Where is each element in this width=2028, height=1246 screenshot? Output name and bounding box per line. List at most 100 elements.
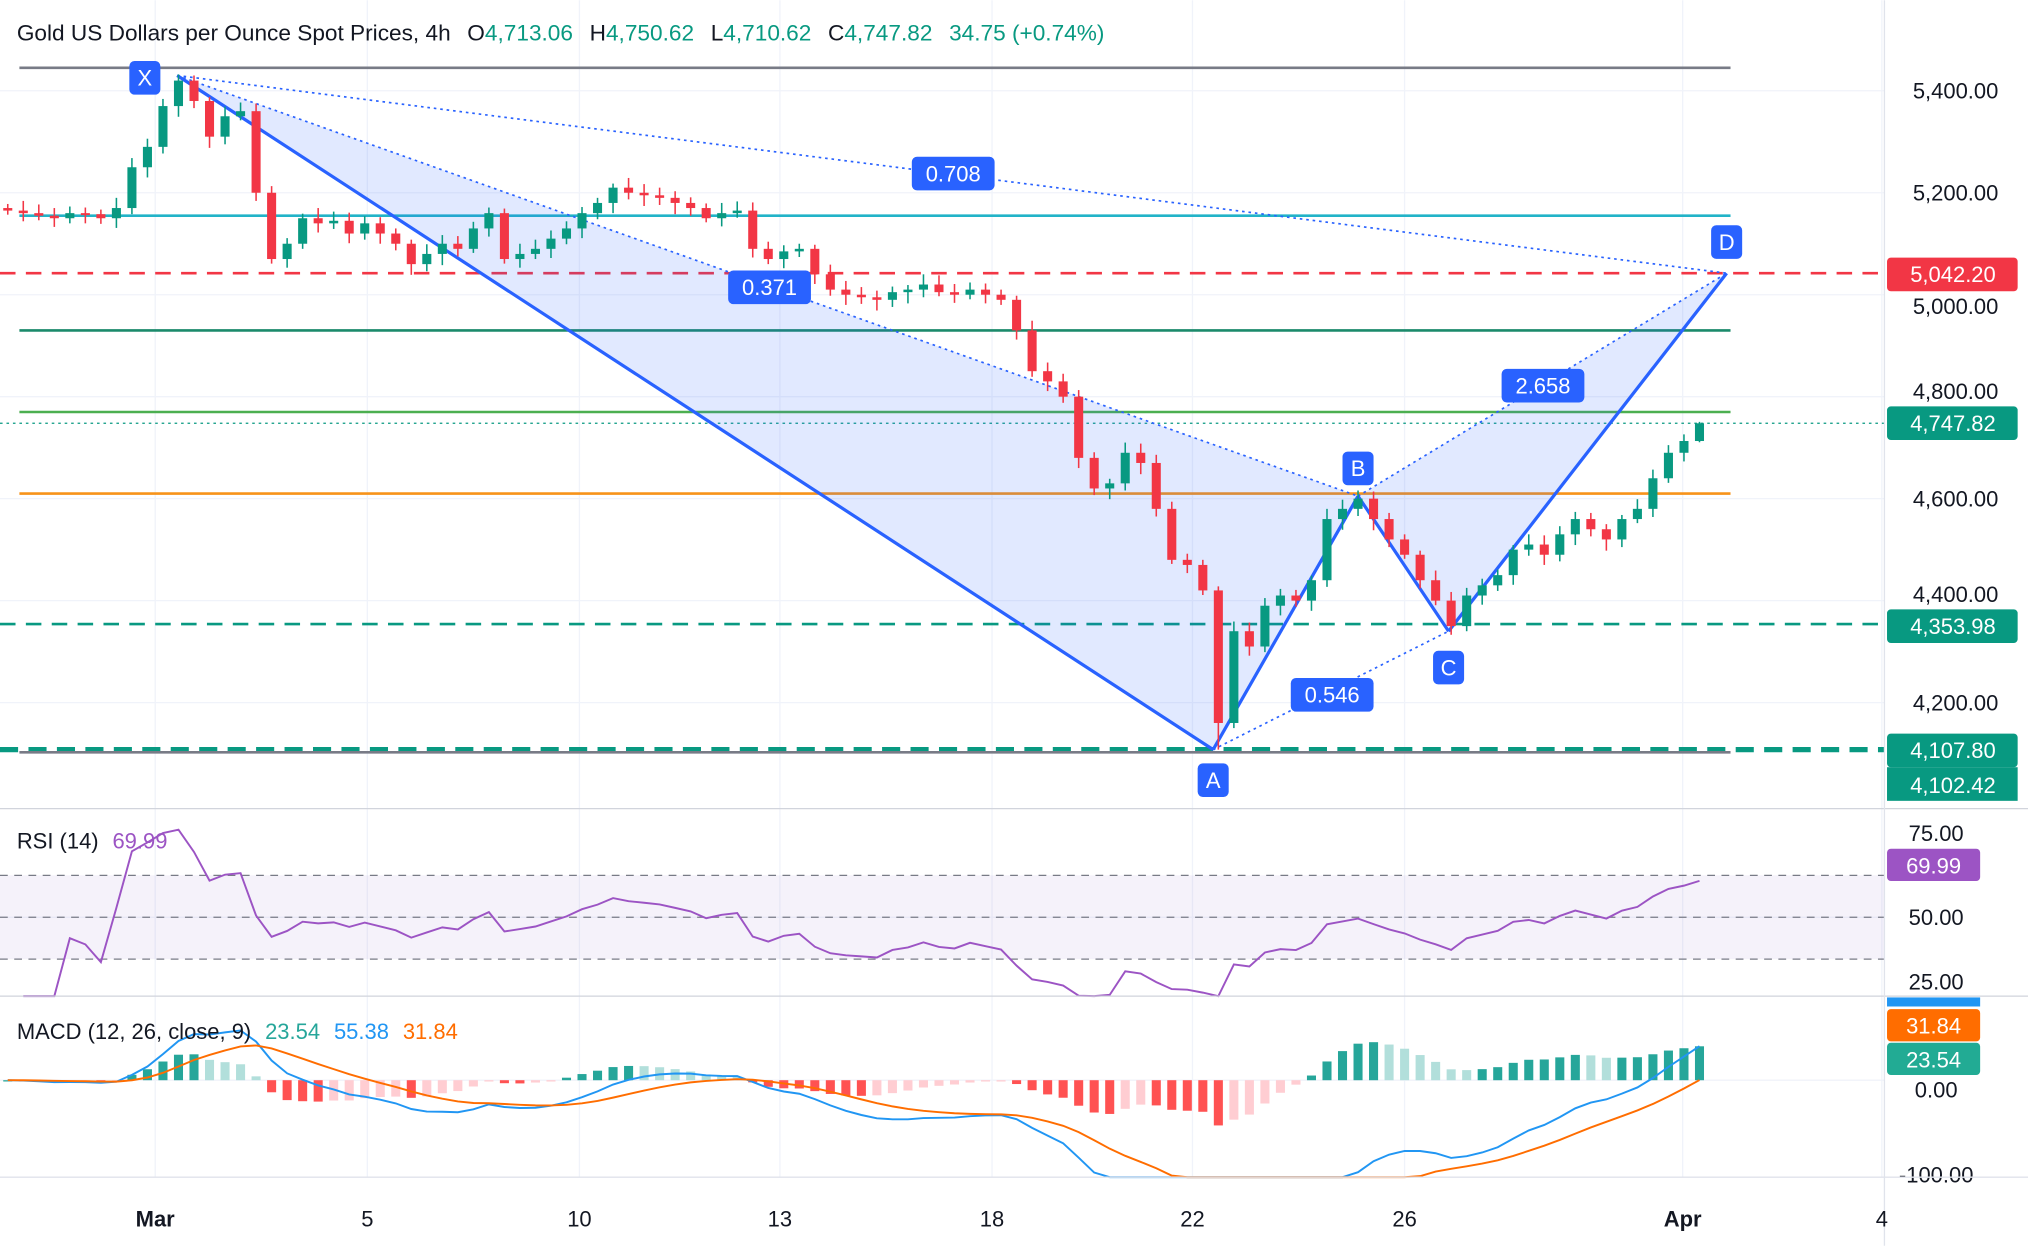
candle-body [1027, 330, 1037, 372]
candle-body [375, 223, 385, 234]
macd-histogram-bar [313, 1080, 323, 1102]
pattern-fill-bcd [1358, 273, 1727, 632]
horizontal-levels [0, 66, 1885, 754]
time-tick-label: 22 [1180, 1206, 1204, 1231]
time-tick-label: 18 [980, 1206, 1004, 1231]
macd-histogram-bar [1648, 1054, 1658, 1081]
macd-histogram-bar [142, 1069, 152, 1081]
candle-body [577, 213, 587, 229]
macd-histogram-bar [1508, 1062, 1518, 1081]
candle-body [1275, 595, 1285, 606]
macd-histogram-bar [267, 1080, 277, 1093]
macd-histogram-bar [1663, 1050, 1673, 1081]
macd-histogram-bar [593, 1070, 603, 1081]
candle-body [530, 248, 540, 254]
candle-body [484, 213, 494, 229]
candle-body [639, 192, 649, 196]
macd-histogram-bar [344, 1080, 354, 1101]
candle-body [1260, 605, 1270, 647]
candles [3, 74, 1705, 750]
macd-signal-tag: 31.84 [1906, 1014, 1961, 1039]
macd-histogram-bar [499, 1080, 509, 1084]
rsi-panel [0, 828, 1885, 998]
candle-body [1089, 457, 1099, 489]
macd-histogram-bar [1260, 1080, 1270, 1104]
macd-histogram-bar [608, 1067, 618, 1081]
candle-body [1105, 483, 1115, 489]
price-tag: 4,102.42 [1910, 773, 1996, 798]
pattern-leg-CD [1447, 272, 1728, 633]
macd-panel [3, 1029, 1705, 1179]
candle-body [1136, 452, 1146, 463]
macd-histogram-bar [1229, 1080, 1239, 1120]
macd-histogram-bar [437, 1080, 447, 1094]
candle-body [173, 80, 184, 107]
candle-body [546, 238, 556, 249]
price-tick-label: 4,200.00 [1913, 690, 1999, 715]
macd-histogram-bar [965, 1080, 975, 1083]
macd-legend: MACD (12, 26, close, 9) 23.54 55.38 31.8… [17, 1019, 458, 1044]
macd-histogram-bar [810, 1080, 820, 1092]
open-value: 4,713.06 [485, 20, 573, 45]
macd-histogram-bar [1244, 1080, 1254, 1115]
macd-histogram-bar [996, 1080, 1006, 1082]
candle-body [96, 214, 106, 219]
candle-body [732, 210, 742, 214]
macd-hist-value: 23.54 [265, 1019, 320, 1044]
macd-histogram-bar [1431, 1061, 1441, 1081]
macd-histogram-bar [1539, 1059, 1549, 1081]
candle-body [794, 248, 804, 252]
macd-histogram-bar [1198, 1080, 1208, 1112]
candle-body [624, 187, 634, 193]
candle-body [561, 228, 572, 239]
candle-body [406, 243, 416, 265]
macd-line-value: 55.38 [334, 1019, 389, 1044]
candle-body [1663, 452, 1673, 479]
candle-body [1074, 396, 1084, 458]
candle-body [1384, 519, 1394, 540]
macd-histogram-bar [220, 1062, 230, 1081]
candle-body [251, 111, 261, 193]
macd-histogram-bar [1167, 1080, 1177, 1110]
candle-body [1694, 423, 1705, 442]
macd-histogram-bar [282, 1080, 292, 1101]
macd-histogram-bar [701, 1074, 711, 1081]
macd-histogram-bar [406, 1080, 416, 1098]
price-tick-label: 4,400.00 [1913, 582, 1999, 607]
rsi-tick-label: 25.00 [1909, 970, 1964, 995]
candle-body [763, 248, 773, 260]
macd-histogram-bar [639, 1066, 649, 1081]
candle-body [1570, 519, 1580, 535]
symbol-title: Gold US Dollars per Ounce Spot Prices, 4… [17, 20, 451, 45]
macd-histogram-bar [1586, 1055, 1596, 1081]
macd-histogram-bar [577, 1074, 587, 1081]
candle-body [841, 289, 851, 295]
candle-body [220, 116, 230, 137]
macd-histogram-bar [251, 1076, 261, 1081]
candle-body [80, 213, 90, 216]
macd-histogram-bar [1694, 1046, 1705, 1081]
macd-histogram-bar [1415, 1055, 1425, 1081]
candle-body [1493, 575, 1503, 586]
macd-histogram-bar [1120, 1080, 1130, 1109]
macd-histogram-bar [204, 1059, 215, 1081]
candle-body [499, 213, 509, 260]
macd-tick-label: -100.00 [1899, 1162, 1974, 1187]
candle-body [1151, 462, 1161, 509]
candle-body [1322, 519, 1332, 581]
candle-body [655, 195, 665, 198]
candle-body [298, 218, 308, 244]
macd-histogram-bar [236, 1064, 246, 1081]
macd-histogram-bar [1617, 1057, 1627, 1081]
close-value: 4,747.82 [844, 20, 932, 45]
macd-line [7, 1029, 1701, 1179]
macd-histogram-bar [1306, 1075, 1317, 1081]
point-label-a-bg [1197, 763, 1229, 797]
macd-histogram-bar [887, 1080, 897, 1094]
price-tag-bg [1887, 609, 2018, 644]
candle-body [3, 208, 13, 211]
macd-histogram-bar [453, 1080, 463, 1092]
macd-tick-label: 0.00 [1915, 1078, 1958, 1103]
macd-histogram-bar [546, 1080, 556, 1082]
